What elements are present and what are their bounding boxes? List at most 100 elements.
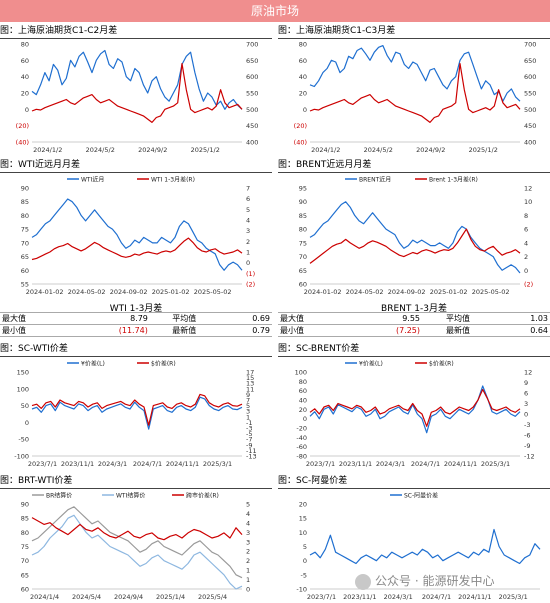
y2-tick-label: 650 bbox=[246, 57, 258, 65]
x-tick-label: 2024-09-02 bbox=[388, 288, 426, 296]
legend-label: $价差(R) bbox=[429, 360, 454, 368]
y-tick-label: 80 bbox=[21, 529, 29, 537]
y2-tick-label: 400 bbox=[246, 139, 258, 147]
series-line bbox=[31, 237, 243, 261]
y2-tick-label: -12 bbox=[524, 453, 535, 461]
series-line bbox=[31, 514, 243, 590]
x-tick-label: 2024/7/1 bbox=[411, 460, 440, 468]
brent-stats-table: 最大值 9.55 平均值 1.03 最小值 (7.25) 最新值 0.64 bbox=[278, 312, 550, 337]
panel-brent-spread: 图：BRENT近远月月差 BRENT近月 Brent 1-3月差(R) 95 90 85… bbox=[278, 158, 550, 298]
x-tick-label: 2024/5/2 bbox=[86, 146, 115, 154]
y2-tick-label: 1 bbox=[246, 576, 250, 584]
y2-tick-label: 6 bbox=[524, 390, 528, 398]
x-tick-label: 2023/7/1 bbox=[307, 593, 336, 601]
y-tick-label: 0 bbox=[303, 557, 307, 565]
cell: 0.79 bbox=[252, 326, 270, 335]
wti-stats-title: WTI 1-3月差 bbox=[109, 304, 163, 314]
y-tick-label: 20 bbox=[21, 90, 29, 98]
y-tick-label: 75 bbox=[299, 239, 307, 247]
x-tick-label: 2025/1/4 bbox=[156, 593, 185, 601]
y2-tick-label: 4 bbox=[246, 519, 250, 527]
x-tick-label: 2025-01-02 bbox=[152, 288, 190, 296]
y2-tick-label: 9 bbox=[246, 391, 250, 399]
series-line bbox=[309, 528, 541, 565]
legend-label: WTI 1-3月差(R) bbox=[151, 176, 195, 184]
y-tick-label: 85 bbox=[21, 515, 29, 523]
y2-tick-label: -6 bbox=[524, 432, 530, 440]
x-tick-label: 2023/11/1 bbox=[339, 460, 372, 468]
y2-tick-label: 1 bbox=[246, 567, 250, 575]
y2-tick-label: 11 bbox=[246, 385, 254, 393]
y-tick-label: -80 bbox=[296, 453, 307, 461]
y-tick-label: 85 bbox=[21, 198, 29, 206]
y2-tick-label: 4 bbox=[524, 239, 528, 247]
y-tick-label: 10 bbox=[299, 529, 307, 537]
panel-title: 图：BRT-WTI价差 bbox=[0, 474, 272, 489]
y2-tick-label: -1 bbox=[246, 419, 252, 427]
y2-tick-label: 0 bbox=[246, 586, 250, 594]
y2-tick-label: 10 bbox=[524, 198, 532, 206]
panel-c1-c2-spread: 图：上海原油期货C1-C2月差 80 60 40 20 0 (20) (40) 700 650 6… bbox=[0, 24, 272, 156]
x-tick-label: 2024/3/1 bbox=[376, 460, 405, 468]
x-tick-label: 2025/1/2 bbox=[469, 146, 498, 154]
y-tick-label: 70 bbox=[299, 253, 307, 261]
y-tick-label: 95 bbox=[299, 185, 307, 193]
y2-tick-label: 12 bbox=[524, 369, 532, 377]
y-tick-label: 60 bbox=[21, 586, 29, 594]
y-tick-label: 55 bbox=[21, 281, 29, 289]
y-tick-label: 15 bbox=[299, 515, 307, 523]
y2-tick-label: 4 bbox=[246, 217, 250, 225]
y2-tick-label: 2 bbox=[246, 557, 250, 565]
y2-tick-label: 3 bbox=[246, 227, 250, 235]
y-tick-label: 0 bbox=[25, 106, 29, 114]
table-row: 最大值 8.79 平均值 0.69 bbox=[0, 312, 272, 325]
y-tick-label: (40) bbox=[16, 139, 29, 147]
y-tick-label: 0 bbox=[303, 106, 307, 114]
y2-tick-label: (2) bbox=[524, 281, 533, 289]
y2-tick-label: 4 bbox=[246, 510, 250, 518]
panel-title: 图：SC-阿曼价差 bbox=[278, 474, 550, 489]
panel-title: 图：SC-BRENT价差 bbox=[278, 342, 550, 357]
y2-tick-label: -5 bbox=[246, 430, 252, 438]
y2-tick-label: 550 bbox=[524, 90, 536, 98]
y-tick-label: 65 bbox=[299, 267, 307, 275]
legend-label: SC-阿曼价差 bbox=[404, 492, 438, 500]
y2-tick-label: (2) bbox=[246, 281, 255, 289]
y2-tick-label: 1 bbox=[246, 413, 250, 421]
y-tick-label: 80 bbox=[299, 226, 307, 234]
chart: WTI近月 WTI 1-3月差(R)90858075706560557654321… bbox=[21, 176, 256, 297]
x-tick-label: 2024/1/2 bbox=[311, 146, 340, 154]
cell: 0.69 bbox=[252, 314, 270, 323]
y2-tick-label: 2 bbox=[524, 253, 528, 261]
cell: 最大值 bbox=[280, 314, 304, 323]
cell: 9.55 bbox=[402, 314, 421, 323]
y-tick-label: -50 bbox=[18, 436, 29, 444]
legend-label: $价差(R) bbox=[151, 360, 176, 368]
cell: 最大值 bbox=[2, 314, 26, 323]
series-line bbox=[31, 506, 243, 579]
wechat-icon bbox=[355, 573, 371, 590]
y2-tick-label: 5 bbox=[246, 501, 250, 509]
panel-brt-wti: 图：BRT-WTI价差 BR结算价 WTI结算价 跨市价差(R) 90 85 80 75 70… bbox=[0, 474, 272, 603]
y2-tick-label: 12 bbox=[524, 185, 532, 193]
y2-tick-label: 0 bbox=[524, 267, 528, 275]
y-tick-label: 90 bbox=[21, 185, 29, 193]
panel-sc-oman: 图：SC-阿曼价差 SC-阿曼价差 20 15 10 5 0 -5 -10 2023/7/1 20… bbox=[278, 474, 550, 603]
y2-tick-label: 2 bbox=[246, 238, 250, 246]
table-row: 最小值 (7.25) 最新值 0.64 bbox=[278, 324, 550, 337]
y2-tick-label: 500 bbox=[524, 106, 536, 114]
y2-tick-label: 3 bbox=[246, 529, 250, 537]
legend-label: ¥价差(L) bbox=[81, 360, 105, 368]
cell: 最新值 bbox=[172, 326, 197, 335]
legend-label: Brent 1-3月差(R) bbox=[429, 176, 478, 184]
y2-tick-label: 700 bbox=[246, 41, 258, 49]
y-tick-label: 60 bbox=[299, 387, 307, 395]
x-tick-label: 2024-01-02 bbox=[304, 288, 342, 296]
cell: 0.64 bbox=[530, 326, 548, 335]
y-tick-label: 0 bbox=[303, 415, 307, 423]
y-tick-label: 90 bbox=[299, 198, 307, 206]
panel-c1-c3-spread: 图：上海原油期货C1-C3月差 80 60 40 20 0 (20) (40) 700 650 6… bbox=[278, 24, 550, 156]
legend-label: BR结算价 bbox=[46, 492, 72, 500]
y-tick-label: 20 bbox=[299, 501, 307, 509]
